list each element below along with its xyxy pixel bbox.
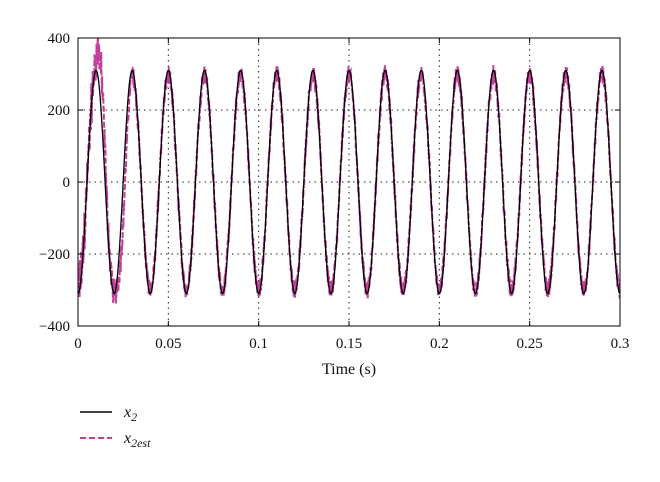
- x-tick-label: 0.05: [155, 336, 181, 352]
- x-tick-label: 0: [74, 336, 82, 352]
- legend: x2 x2est: [80, 404, 151, 450]
- y-tick-label: 400: [48, 31, 71, 47]
- series-layer: [78, 38, 620, 304]
- y-tick-label: 200: [48, 103, 71, 119]
- y-tick-label: −400: [39, 319, 70, 335]
- grid-lines: [78, 38, 620, 326]
- x-tick-label: 0.3: [611, 336, 630, 352]
- legend-label-x2: x2: [123, 404, 137, 424]
- series-line-x2est: [78, 38, 620, 304]
- x-axis-label: Time (s): [322, 361, 376, 378]
- legend-label-x2est: x2est: [123, 430, 151, 450]
- x-tick-label: 0.1: [249, 336, 268, 352]
- x-tick-label: 0.2: [430, 336, 449, 352]
- x-axis-ticks: 0 0.05 0.1 0.15 0.2 0.25 0.3: [74, 38, 629, 352]
- y-axis-ticks: −400 −200 0 200 400: [39, 31, 620, 335]
- y-tick-label: 0: [63, 175, 71, 191]
- series-line-x2: [78, 69, 620, 295]
- y-tick-label: −200: [39, 247, 70, 263]
- x-tick-label: 0.25: [517, 336, 543, 352]
- x-tick-label: 0.15: [336, 336, 362, 352]
